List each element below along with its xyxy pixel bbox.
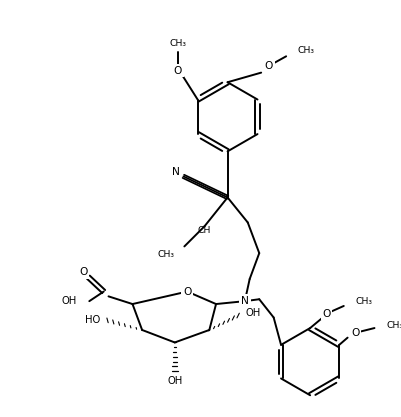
Text: O: O (173, 66, 181, 76)
Text: CH₃: CH₃ (169, 39, 186, 48)
Text: CH₃: CH₃ (157, 250, 174, 259)
Text: O: O (322, 309, 330, 319)
Text: O: O (79, 267, 87, 277)
Text: O: O (350, 328, 358, 338)
Text: CH₃: CH₃ (354, 296, 371, 306)
Text: HO: HO (84, 315, 99, 325)
Text: CH₃: CH₃ (385, 321, 401, 330)
Text: CH₃: CH₃ (297, 46, 314, 55)
Text: N: N (171, 166, 179, 176)
Text: OH: OH (245, 308, 260, 318)
Text: O: O (264, 61, 272, 71)
Text: O: O (182, 286, 191, 296)
Text: OH: OH (61, 296, 77, 306)
Text: OH: OH (167, 376, 182, 386)
Text: CH: CH (197, 226, 211, 235)
Text: N: N (240, 296, 248, 306)
